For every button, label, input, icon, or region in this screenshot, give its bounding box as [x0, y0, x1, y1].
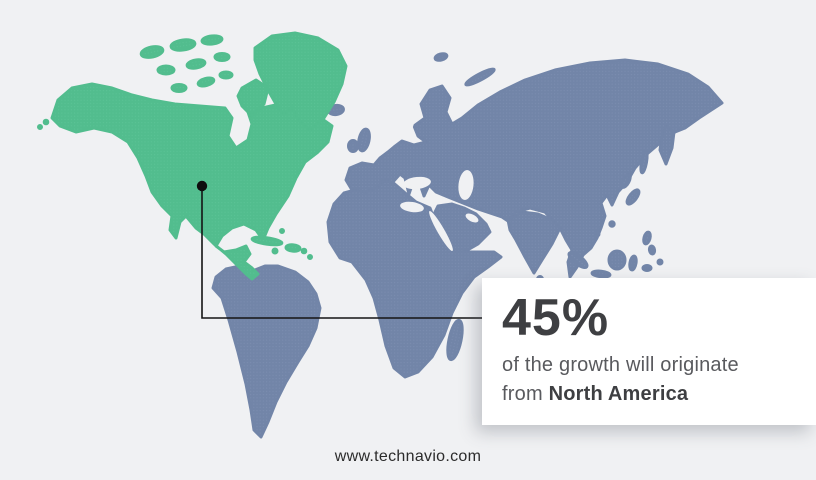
island-great-britain	[357, 127, 371, 153]
island-aleutian-1	[42, 118, 50, 126]
island-taiwan	[608, 220, 616, 228]
island-arctic-3	[200, 34, 224, 46]
sea-baltic	[403, 117, 415, 135]
island-halmahera	[656, 258, 664, 266]
island-japan-north	[620, 173, 632, 189]
sea-mediterranean-east	[400, 201, 424, 213]
island-borneo	[607, 249, 627, 271]
island-arctic-7	[196, 76, 216, 88]
peninsula-kamchatka	[658, 124, 676, 166]
sea-black	[403, 176, 431, 190]
stat-line2-prefix: from	[502, 383, 549, 405]
island-java	[590, 269, 612, 279]
sea-overlays	[400, 117, 479, 251]
island-novaya-zemlya	[464, 67, 496, 87]
island-arctic-5	[185, 58, 207, 70]
landmass-north-america	[50, 82, 334, 281]
island-cuba	[250, 235, 284, 247]
island-antilles-1	[307, 254, 313, 260]
sea-red	[429, 211, 453, 251]
island-baffin	[236, 78, 270, 118]
island-aleutian-2	[37, 124, 43, 130]
stat-description-line1: of the growth will originate	[502, 354, 739, 376]
callout-line	[201, 186, 486, 319]
island-sulawesi	[628, 254, 638, 272]
island-philippines-north	[642, 230, 652, 246]
island-moluccas	[641, 264, 653, 272]
stat-region-name: North America	[548, 383, 689, 405]
island-arctic-9	[218, 70, 234, 80]
island-arctic-6	[213, 52, 231, 62]
island-jamaica	[271, 247, 279, 255]
island-puerto-rico	[300, 247, 308, 255]
region-north-america	[37, 31, 348, 281]
sea-persian-gulf	[465, 213, 479, 223]
island-hainan	[593, 230, 601, 238]
island-madagascar	[446, 318, 464, 362]
island-japan-south	[625, 188, 641, 206]
region-rest-of-world	[211, 52, 724, 439]
stat-callout-card: 45% of the growth will originate from No…	[482, 278, 816, 425]
stat-value: 45%	[502, 289, 610, 347]
island-sakhalin	[639, 149, 649, 175]
island-arctic-2	[169, 38, 197, 52]
landmass-south-america	[211, 264, 322, 439]
island-bahamas	[279, 228, 285, 234]
island-svalbard	[433, 52, 449, 62]
stat-description-line2: from North America	[502, 380, 816, 409]
footer-url: www.technavio.com	[334, 448, 482, 465]
callout-marker-dot	[196, 180, 208, 192]
island-ireland	[347, 139, 359, 153]
island-philippines-south	[647, 244, 657, 256]
island-sumatra	[567, 251, 589, 269]
island-hispaniola	[284, 243, 302, 253]
sea-caspian	[458, 170, 474, 200]
island-arctic-8	[170, 83, 188, 93]
landmass-india	[506, 210, 562, 275]
island-arctic-1	[139, 45, 165, 59]
island-arctic-4	[156, 64, 176, 76]
